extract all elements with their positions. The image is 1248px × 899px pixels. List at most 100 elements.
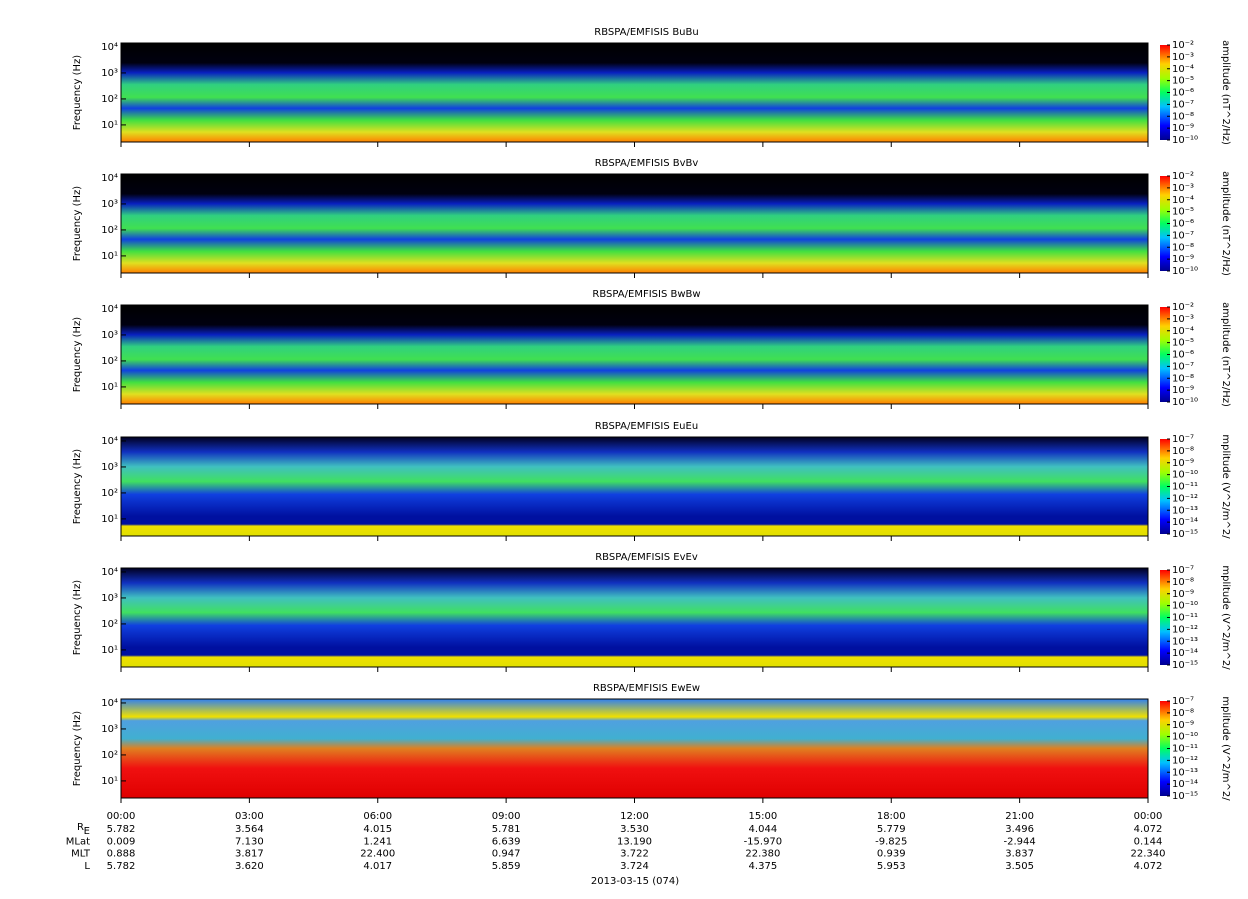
panel-title: RBSPA/EMFISIS BvBv: [595, 158, 699, 169]
ephemeris-value: 5.781: [492, 824, 521, 835]
spectrogram: [121, 437, 1148, 536]
y-tick-label: 10³: [101, 68, 118, 79]
ephemeris-value: 6.639: [492, 836, 521, 847]
colorbar-tick-label: 10⁻¹⁰: [1172, 470, 1198, 481]
x-tick-label: 00:00: [1134, 811, 1163, 822]
ephemeris-value: 3.620: [235, 861, 264, 872]
colorbar-tick-label: 10⁻³: [1172, 314, 1194, 325]
colorbar: [1160, 570, 1170, 665]
spectrogram: [121, 699, 1148, 798]
ephemeris-value: 4.015: [363, 824, 392, 835]
ephemeris-value: 22.340: [1131, 849, 1166, 860]
x-tick-label: 09:00: [492, 811, 521, 822]
ephemeris-value: 13.190: [617, 836, 652, 847]
colorbar-tick-label: 10⁻⁷: [1172, 696, 1194, 707]
y-axis-label: Frequency (Hz): [72, 449, 83, 525]
colorbar-label: amplitude (nT^2/Hz): [1220, 302, 1231, 407]
ephemeris-value: 0.009: [107, 836, 136, 847]
colorbar-tick-label: 10⁻⁹: [1172, 720, 1194, 731]
ephemeris-value: -15.970: [744, 836, 783, 847]
colorbar-tick-label: 10⁻¹²: [1172, 493, 1198, 504]
colorbar-tick-label: 10⁻⁵: [1172, 76, 1194, 87]
x-tick-label: 00:00: [107, 811, 136, 822]
colorbar-tick-label: 10⁻¹³: [1172, 636, 1198, 647]
ephemeris-value: 4.072: [1134, 824, 1163, 835]
colorbar-label: amplitude (nT^2/Hz): [1220, 40, 1231, 145]
colorbar: [1160, 439, 1170, 534]
colorbar-tick-label: 10⁻¹⁵: [1172, 791, 1198, 802]
y-tick-label: 10³: [101, 462, 118, 473]
colorbar-tick-label: 10⁻²: [1172, 171, 1194, 182]
colorbar: [1160, 307, 1170, 402]
colorbar-tick-label: 10⁻⁶: [1172, 88, 1194, 99]
colorbar-tick-label: 10⁻¹⁴: [1172, 648, 1198, 659]
y-tick-label: 10⁴: [101, 567, 118, 578]
ephemeris-value: 3.564: [235, 824, 264, 835]
colorbar-tick-label: 10⁻¹⁵: [1172, 529, 1198, 540]
colorbar-label: mplitude (V^2/m^2/: [1220, 565, 1231, 670]
y-tick-label: 10³: [101, 199, 118, 210]
colorbar-tick-label: 10⁻⁵: [1172, 207, 1194, 218]
ephemeris-value: 3.505: [1005, 861, 1034, 872]
colorbar-tick-label: 10⁻⁷: [1172, 434, 1194, 445]
colorbar-label: mplitude (V^2/m^2/: [1220, 696, 1231, 801]
colorbar-tick-label: 10⁻⁸: [1172, 242, 1194, 253]
x-tick-label: 15:00: [748, 811, 777, 822]
colorbar-tick-label: 10⁻⁶: [1172, 350, 1194, 361]
spectrogram: [121, 43, 1148, 142]
ephemeris-name: MLT: [71, 849, 91, 860]
ephemeris-value: 4.044: [749, 824, 778, 835]
colorbar-tick-label: 10⁻⁴: [1172, 195, 1194, 206]
ephemeris-value: 5.782: [107, 861, 136, 872]
colorbar-tick-label: 10⁻⁶: [1172, 219, 1194, 230]
x-tick-label: 12:00: [620, 811, 649, 822]
ephemeris-name: MLat: [66, 836, 90, 847]
y-axis-label: Frequency (Hz): [72, 711, 83, 787]
y-tick-label: 10³: [101, 724, 118, 735]
ephemeris-value: 22.400: [360, 849, 395, 860]
colorbar-tick-label: 10⁻¹⁰: [1172, 266, 1198, 277]
x-tick-label: 21:00: [1005, 811, 1034, 822]
spectrogram: [121, 174, 1148, 273]
ephemeris-value: 7.130: [235, 836, 264, 847]
colorbar-tick-label: 10⁻¹¹: [1172, 482, 1198, 493]
ephemeris-value: 3.530: [620, 824, 649, 835]
colorbar-tick-label: 10⁻¹²: [1172, 755, 1198, 766]
ephemeris-name: R: [77, 822, 84, 833]
colorbar: [1160, 701, 1170, 796]
y-tick-label: 10¹: [101, 120, 118, 131]
y-tick-label: 10¹: [101, 514, 118, 525]
colorbar-tick-label: 10⁻⁸: [1172, 446, 1194, 457]
ephemeris-value: 5.953: [877, 861, 906, 872]
y-axis-label: Frequency (Hz): [72, 580, 83, 656]
ephemeris-value: 4.375: [749, 861, 778, 872]
ephemeris-value: 1.241: [363, 836, 392, 847]
y-axis-label: Frequency (Hz): [72, 55, 83, 131]
colorbar-tick-label: 10⁻²: [1172, 302, 1194, 313]
colorbar-tick-label: 10⁻⁴: [1172, 64, 1194, 75]
ephemeris-value: 3.722: [620, 849, 649, 860]
x-tick-label: 03:00: [235, 811, 264, 822]
y-tick-label: 10²: [101, 94, 118, 105]
colorbar-tick-label: 10⁻⁹: [1172, 123, 1194, 134]
colorbar-tick-label: 10⁻¹⁵: [1172, 660, 1198, 671]
y-tick-label: 10²: [101, 356, 118, 367]
panel-title: RBSPA/EMFISIS EvEv: [595, 552, 698, 563]
y-tick-label: 10²: [101, 225, 118, 236]
y-tick-label: 10⁴: [101, 698, 118, 709]
colorbar-tick-label: 10⁻⁷: [1172, 99, 1194, 110]
ephemeris-name: L: [84, 861, 90, 872]
colorbar-tick-label: 10⁻²: [1172, 40, 1194, 51]
colorbar: [1160, 45, 1170, 140]
colorbar-tick-label: 10⁻⁸: [1172, 577, 1194, 588]
panel-title: RBSPA/EMFISIS EwEw: [593, 683, 700, 694]
ephemeris-value: 0.888: [107, 849, 136, 860]
y-tick-label: 10⁴: [101, 173, 118, 184]
colorbar-tick-label: 10⁻¹⁴: [1172, 517, 1198, 528]
ephemeris-value: 22.380: [745, 849, 780, 860]
colorbar-label: amplitude (nT^2/Hz): [1220, 171, 1231, 276]
ephemeris-value: 4.017: [363, 861, 392, 872]
colorbar: [1160, 176, 1170, 271]
ephemeris-value: 5.859: [492, 861, 521, 872]
